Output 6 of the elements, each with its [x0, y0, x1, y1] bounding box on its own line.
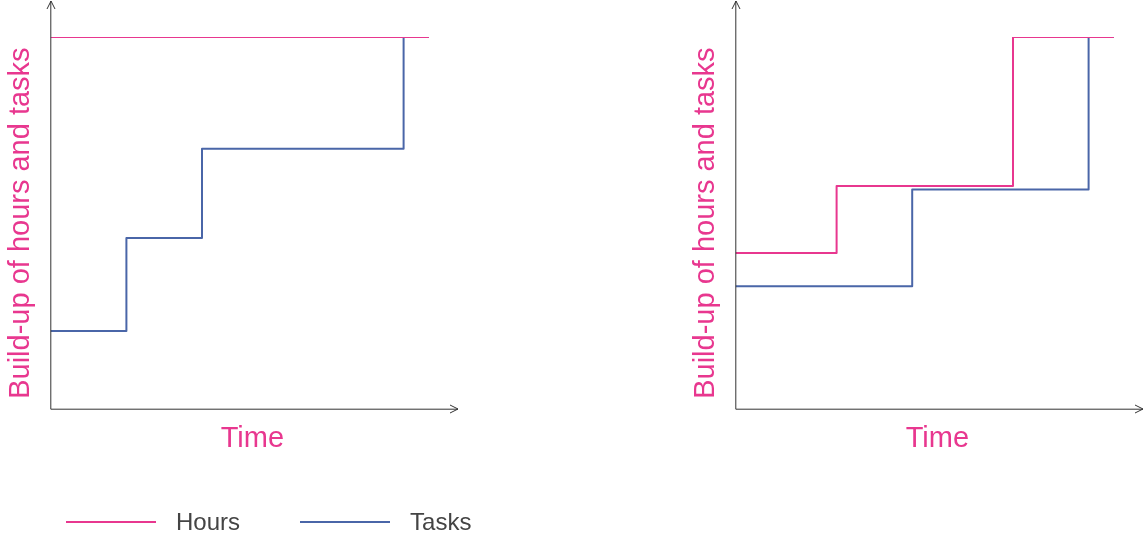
x-axis-title: Time [220, 420, 285, 453]
legend-label: Hours [176, 508, 241, 536]
legend-label: Tasks [410, 508, 472, 536]
x-axis-title: Time [905, 420, 970, 453]
y-axis-title: Build-up of hours and tasks [688, 47, 721, 399]
y-axis-title: Build-up of hours and tasks [3, 47, 36, 399]
